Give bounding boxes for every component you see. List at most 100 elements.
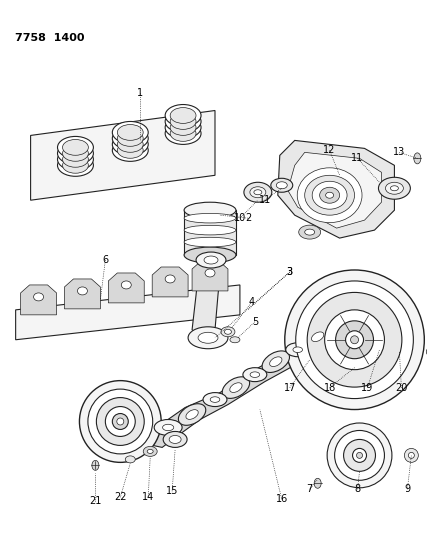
Ellipse shape <box>254 190 262 195</box>
Polygon shape <box>16 285 240 340</box>
Text: 22: 22 <box>114 492 127 502</box>
Ellipse shape <box>165 104 201 126</box>
Ellipse shape <box>304 326 331 348</box>
Ellipse shape <box>117 142 143 158</box>
Ellipse shape <box>222 377 250 398</box>
Ellipse shape <box>404 448 418 462</box>
Ellipse shape <box>203 393 227 407</box>
Ellipse shape <box>426 346 428 358</box>
Ellipse shape <box>117 131 143 147</box>
Text: 15: 15 <box>166 486 178 496</box>
Ellipse shape <box>307 293 402 387</box>
Ellipse shape <box>271 178 293 192</box>
Ellipse shape <box>414 153 421 164</box>
Polygon shape <box>108 273 144 303</box>
Text: 6: 6 <box>102 255 108 265</box>
Ellipse shape <box>230 383 242 392</box>
Text: 2: 2 <box>245 213 251 223</box>
Ellipse shape <box>351 336 359 344</box>
Ellipse shape <box>57 148 93 171</box>
Text: 11: 11 <box>259 195 271 205</box>
Text: 7: 7 <box>306 484 313 494</box>
Ellipse shape <box>386 182 403 194</box>
Text: 8: 8 <box>354 484 361 494</box>
Ellipse shape <box>353 448 366 462</box>
Ellipse shape <box>117 418 124 425</box>
Ellipse shape <box>357 453 363 458</box>
Ellipse shape <box>326 192 333 198</box>
Ellipse shape <box>333 322 343 328</box>
Ellipse shape <box>224 329 232 334</box>
Polygon shape <box>288 152 381 228</box>
Ellipse shape <box>62 146 88 161</box>
Ellipse shape <box>262 351 289 373</box>
Ellipse shape <box>112 133 148 155</box>
Ellipse shape <box>77 287 87 295</box>
Ellipse shape <box>169 435 181 443</box>
Ellipse shape <box>121 281 131 289</box>
Text: 16: 16 <box>276 494 288 504</box>
Ellipse shape <box>314 478 321 488</box>
Polygon shape <box>278 140 395 238</box>
Polygon shape <box>192 261 228 291</box>
Ellipse shape <box>92 461 99 470</box>
Ellipse shape <box>325 310 384 370</box>
Ellipse shape <box>165 110 201 132</box>
Ellipse shape <box>250 187 266 198</box>
Ellipse shape <box>336 321 374 359</box>
Ellipse shape <box>184 202 236 218</box>
Ellipse shape <box>243 368 267 382</box>
Ellipse shape <box>112 122 148 143</box>
Ellipse shape <box>184 213 236 223</box>
Ellipse shape <box>170 108 196 123</box>
Ellipse shape <box>188 327 228 349</box>
Ellipse shape <box>210 397 220 402</box>
Text: 17: 17 <box>284 383 296 393</box>
Text: 11: 11 <box>351 154 364 163</box>
Ellipse shape <box>335 431 384 480</box>
Ellipse shape <box>163 424 174 431</box>
Polygon shape <box>148 315 354 447</box>
Text: 1: 1 <box>137 87 143 98</box>
Ellipse shape <box>325 317 351 332</box>
Ellipse shape <box>105 407 135 437</box>
Ellipse shape <box>165 117 201 139</box>
Text: 10: 10 <box>234 213 246 223</box>
Text: 18: 18 <box>324 383 336 393</box>
Ellipse shape <box>205 269 215 277</box>
Polygon shape <box>152 267 188 297</box>
Ellipse shape <box>230 337 240 343</box>
Ellipse shape <box>117 125 143 140</box>
Ellipse shape <box>196 252 226 268</box>
Ellipse shape <box>250 372 260 377</box>
Ellipse shape <box>305 175 354 215</box>
Polygon shape <box>21 285 56 315</box>
Text: 3: 3 <box>287 267 293 277</box>
Ellipse shape <box>170 114 196 130</box>
Ellipse shape <box>112 140 148 161</box>
Ellipse shape <box>204 256 218 264</box>
Ellipse shape <box>184 225 236 235</box>
Ellipse shape <box>62 140 88 155</box>
Polygon shape <box>30 110 215 200</box>
Ellipse shape <box>296 281 413 399</box>
Text: 19: 19 <box>361 383 374 393</box>
Ellipse shape <box>327 423 392 488</box>
Ellipse shape <box>345 331 363 349</box>
Ellipse shape <box>62 151 88 167</box>
Ellipse shape <box>117 136 143 152</box>
Ellipse shape <box>125 456 135 463</box>
Ellipse shape <box>33 293 44 301</box>
Text: 13: 13 <box>393 147 405 157</box>
Ellipse shape <box>312 332 324 342</box>
Ellipse shape <box>390 186 398 191</box>
Text: 12: 12 <box>324 146 336 156</box>
Text: 20: 20 <box>395 383 407 393</box>
Ellipse shape <box>178 403 206 425</box>
Ellipse shape <box>276 182 287 189</box>
Ellipse shape <box>80 381 161 462</box>
Ellipse shape <box>165 123 201 144</box>
Polygon shape <box>184 210 236 255</box>
Ellipse shape <box>244 182 272 202</box>
Ellipse shape <box>163 431 187 447</box>
